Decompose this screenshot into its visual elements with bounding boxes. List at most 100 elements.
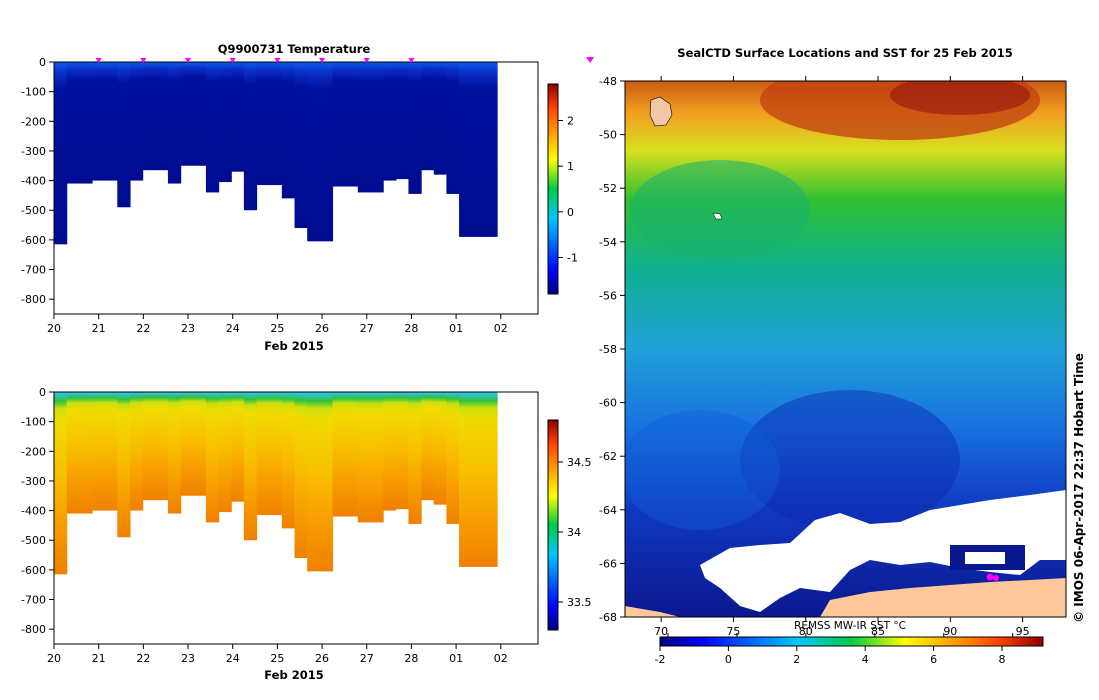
x-tick-label: 01 <box>449 652 463 665</box>
profile-cast <box>319 62 334 242</box>
x-tick-label: 25 <box>270 652 284 665</box>
x-tick-label: 20 <box>47 652 61 665</box>
x-tick-label: 24 <box>226 652 240 665</box>
profile-cast <box>307 392 321 572</box>
y-tick-label: -600 <box>21 564 46 577</box>
profile-cast <box>281 392 296 529</box>
profile-cast <box>332 392 346 517</box>
map-y-axis: -48 -50 -52 -54 -56 -58 -60 -62 -64 -66 -68 <box>599 75 625 624</box>
profile-cast <box>294 392 308 559</box>
salinity-panel: 0 -100 -200 -300 -400 -500 -600 -700 -800 20 21 22… <box>21 386 591 682</box>
x-tick-label: 01 <box>449 322 463 335</box>
profile-cast <box>345 392 359 517</box>
salinity-field <box>54 392 498 575</box>
profile-cast <box>446 392 460 524</box>
surface-location-marker <box>319 58 326 63</box>
sst-field <box>625 81 1066 617</box>
profile-cast <box>307 62 321 242</box>
profile-cast <box>243 62 258 211</box>
surface-location-marker <box>274 58 281 63</box>
profile-cast <box>180 392 194 496</box>
temperature-x-axis: 20 21 22 23 24 25 26 27 28 01 02 <box>47 57 595 335</box>
map-y-tick-label: -56 <box>599 289 617 302</box>
y-tick-label: -200 <box>21 445 46 458</box>
imos-credit: © IMOS 06-Apr-2017 22:37 Hobart Time <box>1072 353 1086 623</box>
colorbar-tick-label: -2 <box>655 653 666 666</box>
profile-cast <box>54 62 68 245</box>
temperature-panel: Q9900731 Temperature 0 -100 -200 -300 -400 -5… <box>21 42 595 353</box>
x-tick-label: 02 <box>494 322 508 335</box>
map-y-tick-label: -68 <box>599 611 617 624</box>
colorbar-tick-label: 6 <box>930 653 937 666</box>
y-tick-label: -300 <box>21 145 46 158</box>
y-tick-label: -700 <box>21 264 46 277</box>
y-tick-label: -400 <box>21 175 46 188</box>
profile-cast <box>193 392 207 496</box>
profile-cast <box>180 62 194 166</box>
y-tick-label: -100 <box>21 416 46 429</box>
y-tick-label: -800 <box>21 293 46 306</box>
profile-cast <box>155 62 169 171</box>
profile-cast <box>383 392 397 511</box>
y-tick-label: -200 <box>21 115 46 128</box>
x-tick-label: 22 <box>136 652 150 665</box>
x-tick-label: 28 <box>404 322 418 335</box>
profile-cast <box>117 62 131 208</box>
x-tick-label: 22 <box>136 322 150 335</box>
profile-cast <box>193 62 207 166</box>
salinity-y-axis: 0 -100 -200 -300 -400 -500 -600 -700 -800 <box>21 386 54 636</box>
antarctic-land <box>625 606 680 617</box>
map-y-tick-label: -60 <box>599 397 617 410</box>
profile-cast <box>471 392 485 567</box>
colorbar-tick-label: 4 <box>862 653 869 666</box>
colorbar-tick-label: 1 <box>567 160 574 173</box>
profile-cast <box>129 62 144 181</box>
profile-cast <box>433 62 448 175</box>
colorbar-tick-label: 34.5 <box>567 456 592 469</box>
profile-cast <box>484 62 498 237</box>
sst-cool-patch <box>740 390 960 530</box>
temperature-colorbar-ticks: 2 1 0 -1 <box>558 115 578 264</box>
map-x-tick-label: 95 <box>1016 625 1030 638</box>
profile-cast <box>319 392 334 572</box>
fast-ice-interior <box>965 552 1005 564</box>
map-x-tick-label: 80 <box>799 625 813 638</box>
profile-cast <box>370 392 384 523</box>
profile-cast <box>167 62 182 184</box>
profile-cast <box>66 392 80 514</box>
temperature-xlabel: Feb 2015 <box>264 339 323 353</box>
surface-location-marker <box>586 57 595 63</box>
map-y-tick-label: -62 <box>599 450 617 463</box>
x-tick-label: 23 <box>181 322 195 335</box>
profile-cast <box>357 392 372 523</box>
sst-warm-patch <box>890 81 1030 115</box>
y-tick-label: -500 <box>21 534 46 547</box>
x-tick-label: 21 <box>92 322 106 335</box>
seal-ctd-location <box>986 573 994 581</box>
colorbar-tick-label: 2 <box>793 653 800 666</box>
profile-cast <box>269 392 283 516</box>
salinity-colorbar <box>547 419 559 631</box>
x-tick-label: 25 <box>270 322 284 335</box>
profile-cast <box>155 392 169 501</box>
temperature-plot-frame <box>53 61 539 315</box>
profile-cast <box>395 62 410 180</box>
surface-location-marker <box>185 58 192 63</box>
profile-cast <box>66 62 80 184</box>
profile-cast <box>281 62 296 199</box>
antarctic-land <box>820 578 1066 617</box>
profile-cast <box>117 392 131 538</box>
salinity-xlabel: Feb 2015 <box>264 668 323 682</box>
y-tick-label: -600 <box>21 234 46 247</box>
temperature-colorbar <box>547 83 559 295</box>
temperature-y-axis: 0 -100 -200 -300 -400 -500 -600 -700 -800 <box>21 56 54 306</box>
profile-cast <box>459 62 473 237</box>
salinity-colorbar-ticks: 34.5 34 33.5 <box>558 456 592 609</box>
profile-cast <box>129 392 144 511</box>
profile-cast <box>332 62 346 187</box>
y-tick-label: -100 <box>21 86 46 99</box>
map-x-tick-label: 90 <box>943 625 957 638</box>
map-y-tick-label: -66 <box>599 557 617 570</box>
surface-location-marker <box>95 58 102 63</box>
